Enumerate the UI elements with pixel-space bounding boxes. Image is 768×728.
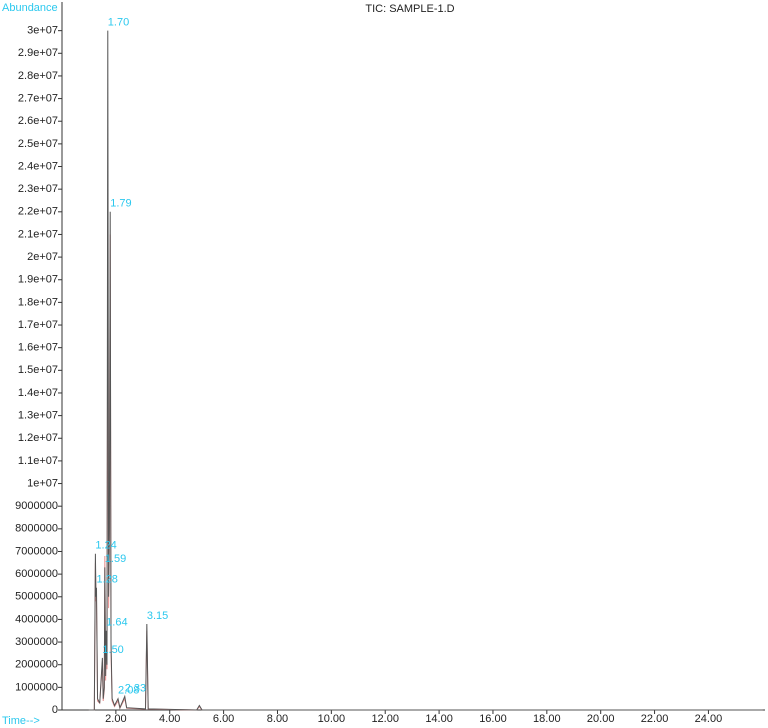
y-tick-label: 9000000 bbox=[15, 500, 58, 512]
x-tick-label: 2.00 bbox=[105, 713, 126, 725]
peak-label: 1.70 bbox=[108, 17, 129, 29]
peak-label: 1.59 bbox=[105, 553, 126, 565]
peak-label: 1.24 bbox=[95, 540, 116, 552]
y-tick-label: 1000000 bbox=[15, 681, 58, 693]
x-tick-label: 10.00 bbox=[318, 713, 346, 725]
trace bbox=[88, 30, 763, 711]
peak-label: 1.50 bbox=[102, 644, 123, 656]
y-tick-label: 2.6e+07 bbox=[18, 115, 58, 127]
trace bbox=[88, 223, 763, 711]
x-tick-label: 12.00 bbox=[371, 713, 399, 725]
y-tick-label: 2.1e+07 bbox=[18, 228, 58, 240]
y-tick-label: 1e+07 bbox=[27, 477, 58, 489]
peak-label: 1.64 bbox=[106, 617, 127, 629]
y-tick-label: 2.3e+07 bbox=[18, 183, 58, 195]
y-tick-label: 0 bbox=[52, 704, 58, 716]
y-tick-label: 1.4e+07 bbox=[18, 387, 58, 399]
y-tick-label: 1.3e+07 bbox=[18, 410, 58, 422]
y-tick-label: 1.1e+07 bbox=[18, 455, 58, 467]
x-tick-label: 20.00 bbox=[587, 713, 615, 725]
y-tick-label: 2000000 bbox=[15, 659, 58, 671]
y-tick-label: 2.2e+07 bbox=[18, 206, 58, 218]
y-tick-label: 5000000 bbox=[15, 591, 58, 603]
peak-label: 3.15 bbox=[147, 610, 168, 622]
peak-label: 2.08 bbox=[118, 685, 139, 697]
peak-label: 1.28 bbox=[96, 574, 117, 586]
x-tick-label: 4.00 bbox=[159, 713, 180, 725]
y-tick-label: 4000000 bbox=[15, 613, 58, 625]
x-tick-label: 18.00 bbox=[533, 713, 561, 725]
y-tick-label: 2.9e+07 bbox=[18, 47, 58, 59]
chart-title: TIC: SAMPLE-1.D bbox=[365, 3, 454, 15]
y-tick-label: 1.6e+07 bbox=[18, 342, 58, 354]
y-tick-label: 1.9e+07 bbox=[18, 274, 58, 286]
y-axis-label: Abundance bbox=[2, 2, 58, 14]
y-tick-label: 1.7e+07 bbox=[18, 319, 58, 331]
y-tick-label: 2e+07 bbox=[27, 251, 58, 263]
peak-label: 2.33 bbox=[125, 682, 146, 694]
x-tick-label: 22.00 bbox=[641, 713, 669, 725]
peak-label: 1.79 bbox=[110, 198, 131, 210]
y-tick-label: 2.4e+07 bbox=[18, 160, 58, 172]
y-tick-label: 3e+07 bbox=[27, 25, 58, 37]
x-tick-label: 16.00 bbox=[479, 713, 507, 725]
y-tick-label: 1.5e+07 bbox=[18, 364, 58, 376]
y-tick-label: 8000000 bbox=[15, 523, 58, 535]
y-tick-label: 1.8e+07 bbox=[18, 296, 58, 308]
x-axis-label: Time--> bbox=[2, 715, 40, 727]
y-tick-label: 1.2e+07 bbox=[18, 432, 58, 444]
x-tick-label: 8.00 bbox=[267, 713, 288, 725]
x-tick-label: 6.00 bbox=[213, 713, 234, 725]
y-tick-label: 2.7e+07 bbox=[18, 92, 58, 104]
y-tick-label: 2.5e+07 bbox=[18, 138, 58, 150]
x-tick-label: 24.00 bbox=[695, 713, 723, 725]
y-tick-label: 3000000 bbox=[15, 636, 58, 648]
x-tick-label: 14.00 bbox=[425, 713, 453, 725]
y-tick-label: 7000000 bbox=[15, 545, 58, 557]
y-tick-label: 6000000 bbox=[15, 568, 58, 580]
y-tick-label: 2.8e+07 bbox=[18, 70, 58, 82]
